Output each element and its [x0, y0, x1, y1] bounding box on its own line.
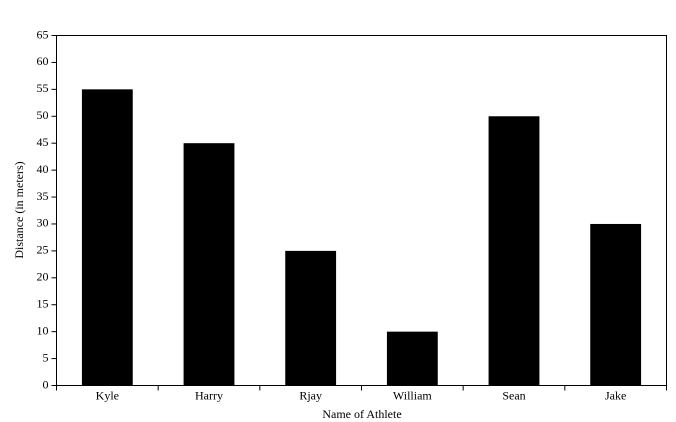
x-tick-label: Rjay — [299, 388, 322, 402]
y-tick-label: 50 — [37, 108, 49, 122]
bar — [81, 89, 133, 386]
x-tick-label: William — [393, 388, 433, 402]
bar — [285, 250, 337, 386]
bar — [488, 116, 540, 386]
y-tick-label: 15 — [37, 296, 49, 310]
plot-frame — [56, 35, 667, 386]
y-tick-label: 40 — [37, 162, 49, 176]
x-tick-label: Sean — [502, 388, 525, 402]
y-tick-label: 25 — [37, 243, 49, 257]
y-tick-label: 30 — [37, 216, 49, 230]
y-tick-label: 45 — [37, 135, 49, 149]
x-tick-label: Harry — [195, 388, 223, 402]
y-tick-label: 35 — [37, 189, 49, 203]
y-tick-label: 20 — [37, 270, 49, 284]
x-tick-label: Jake — [605, 388, 626, 402]
y-tick-label: 0 — [43, 377, 49, 391]
bar — [386, 331, 438, 386]
y-axis-label: Distance (in meters) — [12, 161, 26, 258]
x-axis-label: Name of Athlete — [322, 407, 401, 421]
bar — [590, 223, 642, 386]
y-tick-label: 60 — [37, 54, 49, 68]
x-tick-label: Kyle — [96, 388, 119, 402]
bar — [183, 143, 235, 386]
y-tick-label: 5 — [43, 350, 49, 364]
y-tick-label: 10 — [37, 323, 49, 337]
y-tick-label: 55 — [37, 81, 49, 95]
y-tick-label: 65 — [37, 27, 49, 41]
